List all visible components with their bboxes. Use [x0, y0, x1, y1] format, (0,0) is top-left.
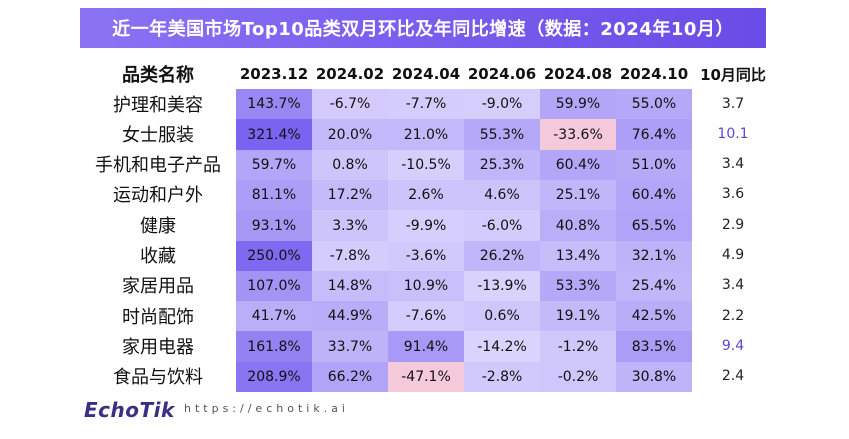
category-label: 健康 [140, 215, 176, 237]
column-header-2024.10: 2024.10 [619, 65, 689, 83]
heatmap-cell: 107.0% [236, 270, 312, 302]
heatmap-cell: 26.2% [464, 240, 540, 272]
heatmap-cell: 76.4% [616, 119, 692, 151]
yoy-value: 3.4 [721, 277, 745, 294]
heatmap-cell: -6.7% [312, 89, 388, 120]
heatmap-cell: 10.9% [388, 270, 464, 302]
heatmap-cell: 59.9% [540, 89, 616, 120]
heatmap-cell: 32.1% [616, 240, 692, 272]
heatmap-cell: 17.2% [312, 179, 388, 211]
heatmap-cell: 93.1% [236, 210, 312, 241]
heatmap-cell: 40.8% [540, 210, 616, 241]
heatmap-cell: 53.3% [540, 270, 616, 302]
heatmap-cell: 25.4% [616, 270, 692, 302]
heatmap-cell: 60.4% [616, 179, 692, 211]
category-label: 家用电器 [122, 336, 194, 358]
chart-title: 近一年美国市场Top10品类双月环比及年同比增速（数据：2024年10月） [112, 19, 734, 40]
yoy-value: 3.6 [721, 186, 745, 203]
heatmap-cell: -7.6% [388, 301, 464, 332]
heatmap-cell: 2.6% [388, 179, 464, 211]
heatmap-cell: 3.3% [312, 210, 388, 241]
echotik-logo: EchoTik [84, 396, 175, 422]
heatmap-cell: -9.9% [388, 210, 464, 241]
heatmap-cell: 65.5% [616, 210, 692, 241]
category-column-header: 品类名称 [122, 65, 194, 86]
heatmap-cell: -0.2% [540, 361, 616, 393]
column-header-2024.08: 2024.08 [543, 65, 613, 83]
heatmap-cell: 41.7% [236, 301, 312, 332]
category-label: 女士服装 [122, 124, 194, 146]
heatmap-cell: 208.9% [236, 361, 312, 393]
heatmap-cell: -9.0% [464, 89, 540, 120]
heatmap-cell: 13.4% [540, 240, 616, 272]
yoy-value: 2.2 [721, 307, 745, 324]
category-label: 食品与饮料 [113, 367, 203, 389]
heatmap-cell: -2.8% [464, 361, 540, 393]
heatmap-cell: -6.0% [464, 210, 540, 241]
heatmap-cell: -14.2% [464, 331, 540, 363]
yoy-column-header: 10月同比 [700, 65, 766, 84]
heatmap-cell: 51.0% [616, 149, 692, 181]
heatmap-cell: -10.5% [388, 149, 464, 181]
heatmap-cell: 19.1% [540, 301, 616, 332]
category-label: 家居用品 [122, 276, 194, 298]
heatmap-cell: 4.6% [464, 179, 540, 211]
heatmap-cell: 321.4% [236, 119, 312, 151]
heatmap-cell: 60.4% [540, 149, 616, 181]
heatmap-cell: 42.5% [616, 301, 692, 332]
heatmap-cell: 0.6% [464, 301, 540, 332]
category-label: 收藏 [140, 246, 176, 267]
heatmap-cell: -1.2% [540, 331, 616, 363]
category-label: 护理和美容 [113, 94, 203, 116]
heatmap-cell: -47.1% [388, 361, 464, 393]
heatmap-cell: 66.2% [312, 361, 388, 393]
heatmap-cell: 14.8% [312, 270, 388, 302]
heatmap-cell: 250.0% [236, 240, 312, 272]
yoy-value: 10.1 [717, 125, 749, 142]
yoy-value: 4.9 [721, 247, 745, 263]
column-header-2024.04: 2024.04 [391, 65, 461, 83]
chart-title-bar: 近一年美国市场Top10品类双月环比及年同比增速（数据：2024年10月） [80, 8, 766, 48]
yoy-value: 2.4 [721, 368, 745, 385]
column-header-2023.12: 2023.12 [239, 65, 309, 83]
yoy-value: 3.7 [721, 95, 745, 112]
heatmap-cell: 81.1% [236, 179, 312, 211]
heatmap-cell: -33.6% [540, 119, 616, 151]
heatmap-cell: -3.6% [388, 240, 464, 272]
logo-text: EchoTik [84, 398, 175, 422]
yoy-value: 3.4 [721, 156, 745, 173]
heatmap-cell: 21.0% [388, 119, 464, 151]
heatmap-cell: -13.9% [464, 270, 540, 302]
heatmap-cell: 55.0% [616, 89, 692, 120]
heatmap-cell: 25.1% [540, 179, 616, 211]
heatmap-cell: 33.7% [312, 331, 388, 363]
heatmap-cell: 83.5% [616, 331, 692, 363]
heatmap-cell: 20.0% [312, 119, 388, 151]
column-header-2024.02: 2024.02 [315, 65, 385, 83]
yoy-value: 9.4 [721, 337, 745, 354]
footer-url: https://echotik.ai [184, 402, 349, 415]
yoy-value: 2.9 [721, 216, 745, 233]
heatmap-cell: 0.8% [312, 149, 388, 181]
heatmap-cell: 30.8% [616, 361, 692, 393]
heatmap-cell: 44.9% [312, 301, 388, 332]
heatmap-cell: 59.7% [236, 149, 312, 181]
heatmap-cell: -7.7% [388, 89, 464, 120]
heatmap-cell: 25.3% [464, 149, 540, 181]
category-label: 手机和电子产品 [95, 155, 221, 177]
heatmap-cell: 91.4% [388, 331, 464, 363]
heatmap-cell: 143.7% [236, 89, 312, 120]
heatmap-cell: -7.8% [312, 240, 388, 272]
heatmap-cell: 55.3% [464, 119, 540, 151]
category-label: 时尚配饰 [122, 306, 194, 328]
category-label: 运动和户外 [113, 185, 203, 207]
heatmap-cell: 161.8% [236, 331, 312, 363]
column-header-2024.06: 2024.06 [467, 65, 537, 83]
